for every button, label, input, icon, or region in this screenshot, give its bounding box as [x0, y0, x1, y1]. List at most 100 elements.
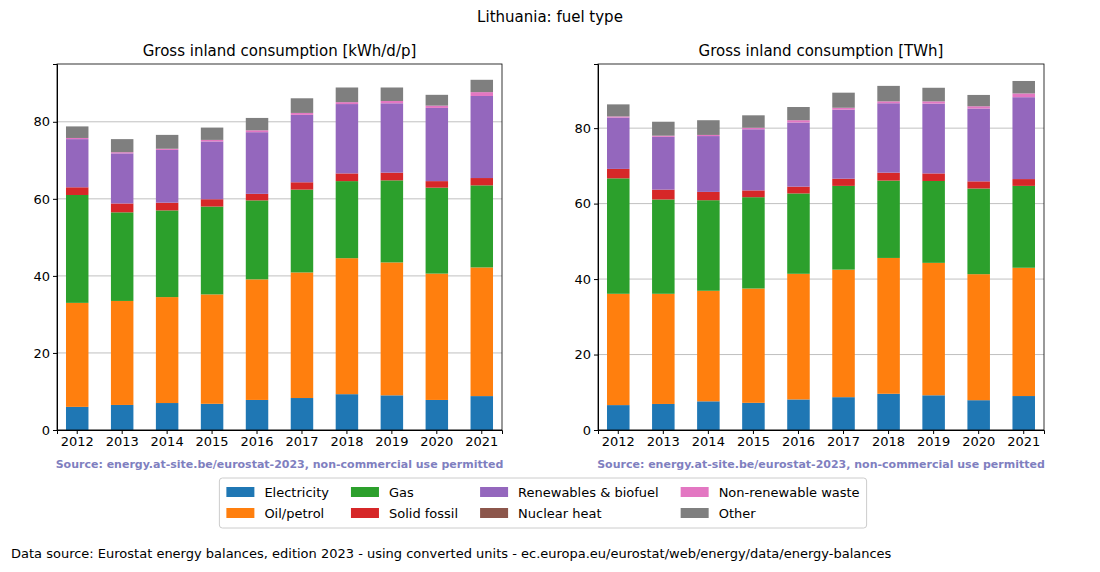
series	[66, 96, 493, 203]
bar	[832, 186, 855, 270]
legend-swatch	[351, 487, 379, 497]
bar	[832, 179, 855, 186]
source-note: Source: energy.at-site.be/eurostat-2023,…	[597, 458, 1045, 471]
panel: 2012201320142015201620172018201920202021…	[574, 42, 1044, 471]
tick-label: 2016	[240, 434, 273, 449]
legend-label: Gas	[389, 485, 414, 500]
suptitle: Lithuania: fuel type	[477, 8, 623, 26]
x-axis: 2012201320142015201620172018201920202021	[58, 430, 503, 449]
bar	[291, 182, 313, 189]
series	[607, 81, 1035, 136]
bar	[336, 394, 358, 430]
bar	[66, 303, 88, 407]
bar	[1012, 97, 1035, 179]
bar	[201, 141, 223, 199]
tick: 2020	[962, 430, 995, 449]
bar	[201, 128, 223, 140]
tick: 2013	[647, 430, 680, 449]
bar	[652, 404, 675, 430]
bar	[967, 181, 990, 188]
tick-label: 2020	[962, 434, 995, 449]
bar	[1012, 396, 1035, 430]
tick: 60	[574, 196, 598, 211]
bar	[246, 130, 268, 132]
tick: 2021	[465, 430, 498, 449]
bar	[832, 270, 855, 398]
bar	[156, 149, 178, 150]
bar	[967, 109, 990, 182]
bar	[111, 212, 133, 301]
series	[66, 80, 493, 152]
bar	[246, 132, 268, 194]
bar	[922, 395, 945, 430]
bar	[156, 150, 178, 203]
bar	[607, 104, 630, 116]
tick: 2018	[872, 430, 905, 449]
tick: 2012	[602, 430, 635, 449]
bar	[471, 267, 493, 396]
bar	[742, 289, 765, 403]
bar	[201, 140, 223, 142]
bar	[336, 104, 358, 173]
bar	[652, 294, 675, 404]
tick-label: 40	[33, 269, 50, 284]
caption: Data source: Eurostat energy balances, e…	[11, 546, 892, 561]
bar	[246, 194, 268, 201]
bar	[652, 137, 675, 190]
bar	[877, 173, 900, 181]
tick-label: 2013	[647, 434, 680, 449]
bar	[967, 400, 990, 430]
bar	[111, 405, 133, 430]
bar	[111, 203, 133, 212]
bar	[381, 262, 403, 395]
bar	[877, 258, 900, 394]
tick-mark	[53, 199, 57, 200]
bar	[742, 403, 765, 430]
bar	[426, 108, 448, 181]
legend: ElectricityOil/petrolGasSolid fossilRene…	[219, 478, 866, 528]
tick-label: 2014	[692, 434, 725, 449]
bar	[471, 96, 493, 178]
bar	[156, 135, 178, 149]
bar	[426, 106, 448, 108]
bar	[66, 139, 88, 140]
legend-item: Solid fossil	[351, 506, 458, 521]
tick: 2019	[375, 430, 408, 449]
axis-line	[594, 65, 599, 431]
bar	[697, 291, 720, 402]
bar	[832, 93, 855, 108]
bar	[742, 129, 765, 190]
bar	[1012, 93, 1035, 97]
bar	[471, 80, 493, 92]
bar	[742, 115, 765, 127]
bar	[697, 192, 720, 200]
bar	[246, 279, 268, 400]
bar	[156, 149, 178, 150]
x-axis: 2012201320142015201620172018201920202021	[599, 430, 1045, 449]
bar	[201, 294, 223, 403]
bar	[291, 113, 313, 115]
bar	[877, 86, 900, 101]
tick-mark	[594, 279, 598, 280]
tick-label: 80	[33, 114, 50, 129]
panel: 2012201320142015201620172018201920202021…	[33, 42, 503, 471]
legend-label: Nuclear heat	[518, 506, 601, 521]
tick-mark	[53, 276, 57, 277]
tick-label: 0	[583, 423, 591, 438]
bar	[291, 115, 313, 182]
bar	[607, 169, 630, 178]
legend-label: Electricity	[264, 485, 329, 500]
axis-line	[53, 65, 58, 431]
bar	[787, 399, 810, 430]
legend-item: Oil/petrol	[226, 506, 324, 521]
tick: 80	[33, 114, 57, 129]
bar	[291, 272, 313, 398]
legend-label: Oil/petrol	[264, 506, 324, 521]
bar	[922, 88, 945, 102]
tick-label: 0	[42, 423, 50, 438]
bars	[607, 81, 1035, 430]
tick-label: 2017	[285, 434, 318, 449]
legend-swatch	[226, 508, 254, 518]
series	[607, 93, 1035, 136]
bar	[922, 101, 945, 103]
